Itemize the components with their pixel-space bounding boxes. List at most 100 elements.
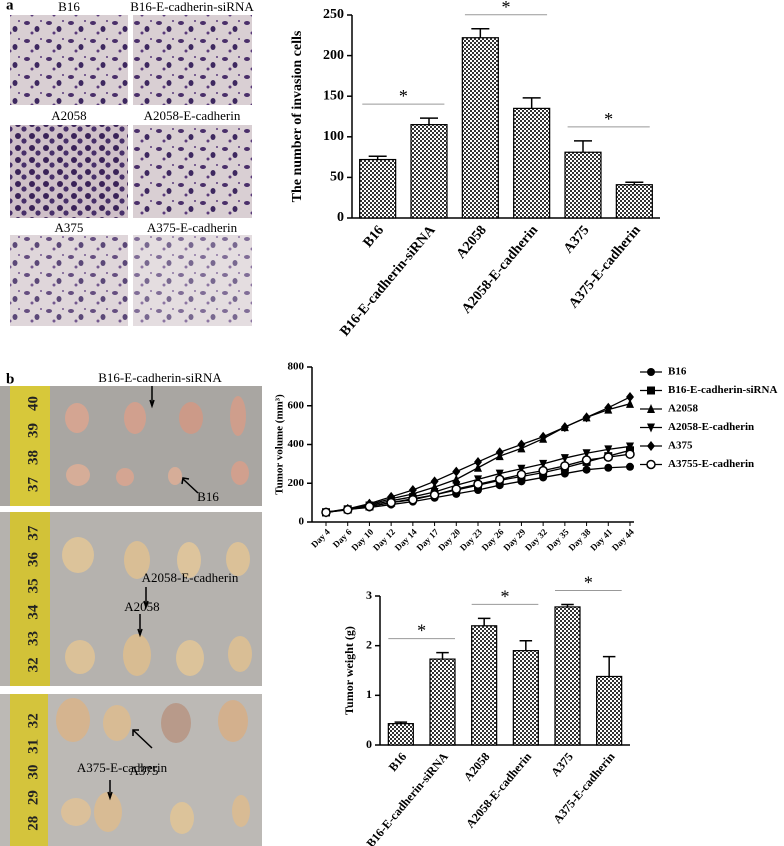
- error-bar: [625, 181, 644, 185]
- legend-label: A3755-E-cadherin: [668, 458, 754, 470]
- panel-label: b: [6, 371, 14, 387]
- significance-mark: *: [604, 109, 613, 129]
- marker: [473, 479, 483, 489]
- micrograph-label: A2058: [51, 108, 86, 123]
- marker: [430, 476, 439, 487]
- photo-label: B16: [197, 489, 219, 504]
- marker: [539, 459, 548, 469]
- significance-mark: *: [502, 0, 511, 17]
- marker: [647, 441, 655, 451]
- marker: [560, 461, 570, 471]
- marker: [581, 455, 592, 465]
- marker: [582, 412, 591, 423]
- marker: [560, 422, 569, 433]
- y-tick-label: 0: [299, 516, 305, 528]
- y-axis-label: Tumor volume (mm³): [274, 394, 286, 495]
- marker: [646, 459, 656, 470]
- y-axis-label: Tumor weight (g): [342, 626, 356, 715]
- bar: [429, 658, 456, 746]
- x-tick-label: B16: [361, 223, 387, 251]
- x-tick-label: Day 4: [309, 526, 332, 549]
- legend-label: B16-E-cadherin-siRNA: [668, 384, 777, 396]
- micrograph: [133, 125, 252, 218]
- legend-label: A2058-E-cadherin: [668, 421, 754, 433]
- marker: [582, 465, 591, 474]
- x-tick-label: Day 35: [545, 526, 571, 552]
- y-tick-label: 600: [288, 399, 305, 411]
- ruler-number: 38: [25, 450, 41, 465]
- photo-label: A375-E-cadherin: [77, 760, 168, 775]
- ruler-number: 32: [25, 657, 41, 672]
- photo-label: A2058-E-cadherin: [142, 570, 239, 585]
- error-bar: [471, 28, 490, 38]
- marker: [474, 462, 482, 472]
- micrograph-label: A375-E-cadherin: [147, 220, 238, 235]
- marker: [626, 392, 634, 403]
- marker: [625, 449, 635, 459]
- error-bar: [561, 603, 574, 607]
- marker: [408, 485, 417, 496]
- ruler-number: 31: [25, 739, 41, 754]
- legend-label: A2058: [668, 403, 698, 415]
- micrograph: [133, 235, 252, 326]
- ruler-number: 36: [25, 552, 41, 568]
- ruler-number: 35: [25, 578, 41, 593]
- marker: [451, 484, 462, 494]
- micrograph-label: B16: [58, 0, 80, 14]
- x-tick-label: Day 44: [610, 526, 636, 552]
- marker: [517, 464, 526, 474]
- x-tick-label: A2058: [461, 750, 493, 784]
- ruler-number: 37: [25, 525, 41, 541]
- error-bar: [519, 639, 533, 651]
- y-tick-label: 250: [323, 7, 344, 22]
- bar: [387, 723, 414, 746]
- x-tick-label: A375: [561, 223, 592, 256]
- ruler-number: 32: [25, 713, 41, 728]
- bar: [596, 675, 623, 746]
- x-tick-label: Day 32: [523, 526, 549, 552]
- micrograph: [10, 125, 128, 218]
- error-bar: [420, 117, 438, 125]
- ruler-number: 37: [25, 477, 41, 493]
- bar: [410, 124, 448, 219]
- marker: [647, 386, 655, 395]
- y-tick-label: 150: [323, 88, 344, 103]
- bar: [471, 625, 498, 746]
- marker: [539, 431, 548, 442]
- bar: [513, 107, 551, 219]
- y-tick-label: 100: [323, 129, 344, 144]
- bar: [359, 158, 397, 219]
- legend-label: A375: [668, 440, 693, 452]
- marker: [452, 466, 461, 477]
- marker: [516, 469, 527, 480]
- marker: [452, 474, 461, 484]
- x-tick-label: Day 23: [458, 526, 484, 552]
- marker: [494, 474, 505, 485]
- x-tick-label: Day 17: [414, 526, 440, 552]
- bar: [564, 151, 602, 219]
- ruler-number: 30: [25, 765, 41, 780]
- micrograph: [10, 235, 128, 326]
- error-bar: [522, 97, 541, 109]
- marker: [495, 447, 504, 458]
- marker: [386, 497, 396, 508]
- marker: [538, 465, 548, 476]
- y-tick-label: 200: [288, 477, 305, 489]
- panel-label: a: [6, 0, 14, 13]
- photo-label: A2058: [124, 599, 159, 614]
- micrograph-label: B16-E-cadherin-siRNA: [130, 0, 254, 14]
- marker: [647, 368, 655, 376]
- error-bar: [574, 140, 592, 153]
- ruler-number: 29: [25, 790, 41, 805]
- photo-label: A375: [130, 763, 159, 778]
- series-line: [325, 396, 631, 513]
- x-tick-label: Day 38: [566, 526, 592, 552]
- tumor-photo: [0, 386, 262, 846]
- error-bar: [436, 651, 449, 660]
- y-tick-label: 200: [323, 48, 344, 63]
- ruler-number: 40: [25, 396, 41, 411]
- marker: [560, 454, 569, 464]
- x-tick-label: Day 20: [436, 526, 462, 552]
- marker: [604, 402, 613, 413]
- x-tick-label: A375: [548, 750, 576, 779]
